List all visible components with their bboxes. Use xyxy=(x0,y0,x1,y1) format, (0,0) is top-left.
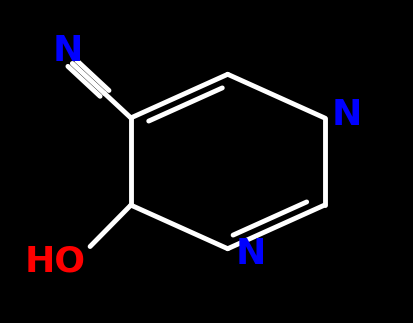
Text: N: N xyxy=(331,98,362,132)
Text: HO: HO xyxy=(24,244,85,278)
Text: N: N xyxy=(235,236,265,271)
Text: N: N xyxy=(53,34,83,68)
